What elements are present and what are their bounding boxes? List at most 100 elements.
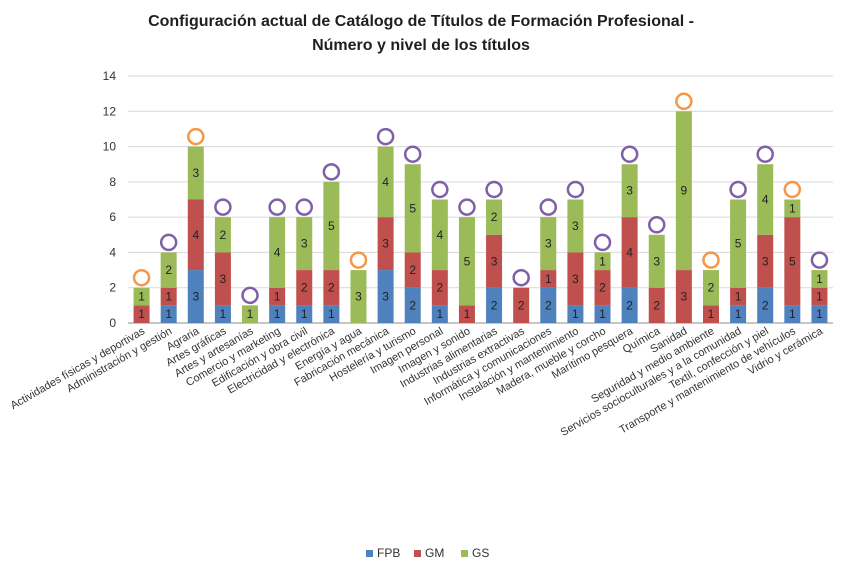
data-label: 3 bbox=[192, 290, 199, 304]
level-marker-circle bbox=[593, 233, 612, 252]
level-marker-circle bbox=[620, 145, 639, 163]
data-label: 2 bbox=[491, 298, 498, 312]
level-marker-circle bbox=[566, 180, 585, 199]
data-label: 1 bbox=[545, 272, 552, 286]
level-marker-circle bbox=[322, 163, 341, 181]
bar-segment-gm bbox=[730, 287, 747, 306]
data-label: 2 bbox=[409, 298, 416, 312]
bar-segment-gm bbox=[187, 199, 204, 271]
level-marker-circle bbox=[512, 268, 530, 287]
level-marker-circle bbox=[214, 198, 232, 216]
level-marker-circle bbox=[349, 251, 368, 269]
data-label: 1 bbox=[247, 307, 254, 321]
legend-label: FPB bbox=[377, 546, 400, 560]
bar-segment-gm bbox=[269, 287, 286, 306]
data-label: 1 bbox=[599, 254, 606, 268]
bar-segment-fpb bbox=[757, 287, 774, 323]
bar-segment-gs bbox=[187, 146, 204, 200]
data-label: 3 bbox=[572, 272, 579, 286]
bar-segment-fpb bbox=[187, 270, 204, 323]
bar-segment-gs bbox=[269, 217, 286, 288]
bar-segment-fpb bbox=[784, 305, 801, 323]
bar-segment-fpb bbox=[486, 287, 503, 323]
level-marker-circle bbox=[648, 216, 666, 234]
level-marker-circle bbox=[458, 198, 476, 216]
legend: FPB GM GS bbox=[366, 546, 489, 560]
x-tick-label: Actividades físicas y deportivas bbox=[9, 325, 148, 412]
data-label: 2 bbox=[518, 298, 525, 312]
data-label: 1 bbox=[599, 307, 606, 321]
data-label: 2 bbox=[708, 281, 715, 295]
level-marker-circle bbox=[403, 145, 422, 163]
bar-segment-gs bbox=[648, 234, 665, 288]
data-label: 1 bbox=[816, 272, 823, 286]
bar-segment-gs bbox=[350, 270, 367, 323]
y-tick-label: 14 bbox=[103, 69, 117, 83]
data-label: 2 bbox=[409, 263, 416, 277]
level-marker-circle bbox=[756, 145, 774, 163]
bar-segment-gm bbox=[513, 287, 530, 323]
data-label: 4 bbox=[762, 193, 769, 207]
data-label: 1 bbox=[735, 290, 742, 304]
level-marker-circle bbox=[376, 127, 395, 146]
bar-segment-gs bbox=[621, 164, 638, 218]
data-label: 9 bbox=[681, 184, 688, 198]
bar-segment-fpb bbox=[811, 305, 828, 323]
bar-segment-gs bbox=[675, 111, 692, 271]
bar-segment-gs bbox=[567, 199, 584, 253]
chart-title-line2: Número y nivel de los títulos bbox=[312, 37, 530, 54]
bar-segment-gm bbox=[377, 217, 394, 271]
level-marker-circle bbox=[485, 180, 503, 199]
bar-segment-gs bbox=[242, 305, 259, 323]
y-tick-label: 6 bbox=[109, 210, 116, 224]
level-marker-circle bbox=[431, 180, 449, 199]
bar-segment-fpb bbox=[540, 287, 557, 323]
bar-segment-gs bbox=[133, 287, 150, 306]
data-label: 1 bbox=[165, 307, 172, 321]
data-label: 1 bbox=[274, 307, 281, 321]
gridlines bbox=[128, 75, 833, 324]
bar-segment-gs bbox=[404, 164, 421, 253]
bar-segment-gs bbox=[458, 217, 475, 306]
data-label: 1 bbox=[816, 307, 823, 321]
data-label: 5 bbox=[409, 201, 416, 215]
level-markers bbox=[132, 92, 829, 305]
bar-segment-gm bbox=[431, 270, 448, 306]
level-marker-circle bbox=[132, 268, 151, 287]
bar-segment-gs bbox=[486, 199, 503, 235]
legend-label: GM bbox=[425, 546, 444, 560]
data-label: 5 bbox=[789, 254, 796, 268]
y-tick-label: 0 bbox=[109, 316, 116, 330]
bar-segment-gm bbox=[757, 234, 774, 288]
bar-segment-gs bbox=[160, 252, 177, 288]
bar-segment-gs bbox=[594, 252, 611, 271]
data-label: 1 bbox=[436, 307, 443, 321]
data-label: 2 bbox=[436, 281, 443, 295]
y-tick-label: 2 bbox=[109, 281, 116, 295]
level-marker-circle bbox=[268, 198, 286, 216]
y-axis: 0 2 4 6 8 10 12 14 bbox=[103, 69, 117, 330]
data-label: 1 bbox=[789, 201, 796, 215]
data-label: 4 bbox=[274, 245, 281, 259]
data-label: 3 bbox=[762, 254, 769, 268]
data-label: 1 bbox=[165, 290, 172, 304]
bar-segment-gs bbox=[784, 199, 801, 218]
bar-segment-gm bbox=[540, 270, 557, 288]
legend-swatch-gm bbox=[414, 550, 421, 557]
bar-segment-gs bbox=[323, 181, 340, 271]
bar-segment-fpb bbox=[269, 305, 286, 323]
bar-segment-gm bbox=[160, 287, 177, 306]
data-label: 1 bbox=[138, 307, 145, 321]
data-label: 4 bbox=[382, 175, 389, 189]
data-label: 5 bbox=[735, 237, 742, 251]
data-label: 2 bbox=[165, 263, 172, 277]
legend-swatch-gs bbox=[461, 550, 468, 557]
data-label: 1 bbox=[735, 307, 742, 321]
chart-title-line1: Configuración actual de Catálogo de Títu… bbox=[148, 13, 694, 30]
bar-segment-gm bbox=[486, 234, 503, 288]
bar-segment-gm bbox=[323, 270, 340, 306]
bar-segment-gs bbox=[811, 270, 828, 288]
data-label: 1 bbox=[301, 307, 308, 321]
bar-segment-gm bbox=[296, 270, 313, 306]
